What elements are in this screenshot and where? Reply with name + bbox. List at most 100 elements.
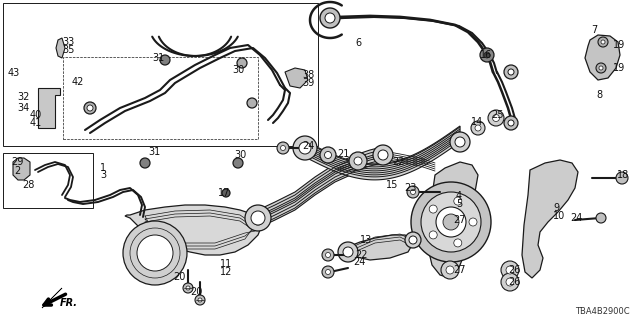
- Text: 7: 7: [591, 25, 597, 35]
- Circle shape: [506, 278, 514, 286]
- Polygon shape: [13, 158, 30, 180]
- Circle shape: [322, 249, 334, 261]
- Text: 27: 27: [453, 265, 465, 275]
- Circle shape: [322, 266, 334, 278]
- Circle shape: [343, 247, 353, 257]
- Circle shape: [508, 69, 514, 75]
- Circle shape: [251, 211, 265, 225]
- Circle shape: [441, 213, 459, 231]
- Text: 26: 26: [508, 277, 520, 287]
- Circle shape: [598, 37, 608, 47]
- Circle shape: [480, 48, 494, 62]
- Circle shape: [493, 115, 499, 122]
- Circle shape: [237, 58, 247, 68]
- Circle shape: [488, 110, 504, 126]
- Text: 6: 6: [355, 38, 361, 48]
- Circle shape: [446, 266, 454, 274]
- Text: 11: 11: [220, 259, 232, 269]
- Circle shape: [429, 205, 437, 213]
- Text: 3: 3: [100, 170, 106, 180]
- Circle shape: [441, 261, 459, 279]
- Circle shape: [247, 98, 257, 108]
- Polygon shape: [345, 235, 415, 260]
- Text: 14: 14: [471, 117, 483, 127]
- Circle shape: [504, 65, 518, 79]
- Text: 10: 10: [553, 211, 565, 221]
- Circle shape: [160, 55, 170, 65]
- Text: 13: 13: [360, 235, 372, 245]
- Bar: [3, 153, 93, 208]
- Text: 29: 29: [11, 157, 24, 167]
- Text: 42: 42: [72, 77, 84, 87]
- Circle shape: [506, 266, 514, 274]
- Circle shape: [429, 231, 437, 239]
- Polygon shape: [258, 147, 382, 228]
- Circle shape: [446, 218, 454, 226]
- Circle shape: [293, 136, 317, 160]
- Text: 21: 21: [337, 149, 349, 159]
- Text: 16: 16: [480, 50, 492, 60]
- Circle shape: [87, 105, 93, 111]
- Circle shape: [501, 261, 519, 279]
- Text: 32: 32: [17, 92, 29, 102]
- Text: 28: 28: [22, 180, 35, 190]
- Circle shape: [324, 151, 332, 158]
- Text: 33: 33: [62, 37, 74, 47]
- Text: 17: 17: [218, 188, 230, 198]
- Circle shape: [326, 252, 330, 258]
- Text: 9: 9: [553, 203, 559, 213]
- Text: 41: 41: [30, 118, 42, 128]
- Text: 20: 20: [173, 272, 186, 282]
- Circle shape: [501, 273, 519, 291]
- Circle shape: [450, 132, 470, 152]
- Text: 27: 27: [453, 215, 465, 225]
- Circle shape: [407, 186, 419, 198]
- Circle shape: [280, 146, 285, 150]
- Text: 4: 4: [456, 191, 462, 201]
- Polygon shape: [522, 160, 578, 278]
- Text: 19: 19: [613, 40, 625, 50]
- Polygon shape: [285, 68, 308, 88]
- Text: 5: 5: [456, 199, 462, 209]
- Polygon shape: [42, 288, 62, 308]
- Circle shape: [233, 158, 243, 168]
- Text: 38: 38: [302, 70, 314, 80]
- Circle shape: [469, 218, 477, 226]
- Circle shape: [436, 207, 466, 237]
- Text: 30: 30: [234, 150, 246, 160]
- Text: 43: 43: [8, 68, 20, 78]
- Circle shape: [195, 295, 205, 305]
- Text: FR.: FR.: [60, 298, 78, 308]
- Circle shape: [222, 189, 230, 197]
- Circle shape: [183, 283, 193, 293]
- Text: 12: 12: [220, 267, 232, 277]
- Circle shape: [349, 152, 367, 170]
- Circle shape: [504, 116, 518, 130]
- Text: 23: 23: [404, 183, 417, 193]
- Circle shape: [326, 269, 330, 275]
- Text: 39: 39: [302, 78, 314, 88]
- Text: 24: 24: [353, 257, 365, 267]
- Circle shape: [443, 214, 459, 230]
- Circle shape: [338, 242, 358, 262]
- Circle shape: [409, 236, 417, 244]
- Text: 25: 25: [491, 110, 504, 120]
- Circle shape: [508, 120, 514, 126]
- Text: 26: 26: [508, 265, 520, 275]
- Text: 31: 31: [152, 53, 164, 63]
- Circle shape: [484, 52, 490, 58]
- Circle shape: [198, 298, 202, 302]
- Circle shape: [421, 192, 481, 252]
- Text: 8: 8: [596, 90, 602, 100]
- Circle shape: [378, 150, 388, 160]
- Circle shape: [253, 215, 263, 225]
- Polygon shape: [585, 35, 620, 80]
- Circle shape: [320, 147, 336, 163]
- Text: 18: 18: [617, 170, 629, 180]
- Text: 22: 22: [392, 157, 404, 167]
- Text: 22: 22: [355, 250, 367, 260]
- Text: 40: 40: [30, 110, 42, 120]
- Circle shape: [454, 239, 462, 247]
- Circle shape: [454, 197, 462, 205]
- Text: 1: 1: [100, 163, 106, 173]
